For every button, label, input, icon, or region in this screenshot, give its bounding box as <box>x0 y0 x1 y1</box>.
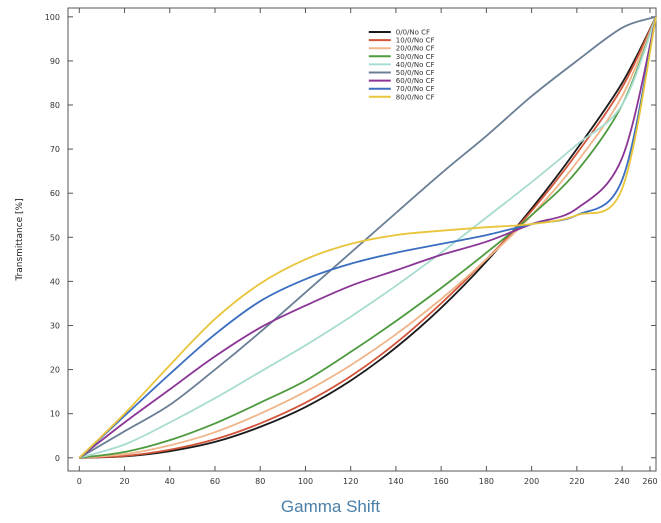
x-tick-label: 140 <box>388 477 403 486</box>
legend-label: 30/0/No CF <box>396 53 435 61</box>
x-tick-label: 80 <box>255 477 265 486</box>
series-line-1 <box>79 16 657 459</box>
y-tick-label: 100 <box>45 13 60 22</box>
series-line-6 <box>78 15 657 459</box>
y-tick-label: 50 <box>50 233 60 242</box>
legend-label: 60/0/No CF <box>396 77 435 85</box>
x-tick-label: 260 <box>642 477 657 486</box>
legend-label: 40/0/No CF <box>396 61 435 69</box>
x-tick-label: 100 <box>298 477 313 486</box>
series-line-3 <box>79 16 657 459</box>
y-tick-label: 70 <box>50 145 60 154</box>
series-line-9 <box>78 16 657 459</box>
legend-label: 50/0/No CF <box>396 69 435 77</box>
legend-label: 10/0/No CF <box>396 37 435 45</box>
legend-label: 20/0/No CF <box>396 45 435 53</box>
legend-label: 70/0/No CF <box>396 85 435 93</box>
plot-frame <box>67 7 657 472</box>
chart-caption: Gamma Shift <box>280 497 381 516</box>
series-line-8 <box>78 16 657 459</box>
y-tick-label: 90 <box>50 57 60 66</box>
y-tick-label: 60 <box>50 189 60 198</box>
y-tick-label: 20 <box>50 366 60 375</box>
y-tick-label: 80 <box>50 101 60 110</box>
y-tick-label: 30 <box>50 321 60 330</box>
y-tick-label: 40 <box>50 277 60 286</box>
x-tick-label: 180 <box>479 477 494 486</box>
series-lines <box>78 15 657 459</box>
series-line-4 <box>79 16 657 459</box>
legend-label: 0/0/No CF <box>396 29 430 37</box>
x-tick-label: 120 <box>343 477 358 486</box>
x-tick-label: 0 <box>77 477 82 486</box>
series-line-2 <box>79 16 657 459</box>
y-axis-title: Transmittance [%] <box>15 198 25 281</box>
x-tick-label: 20 <box>119 477 129 486</box>
y-tick-label: 0 <box>55 454 60 463</box>
legend-label: 80/0/No CF <box>396 93 435 101</box>
x-tick-label: 240 <box>614 477 629 486</box>
x-tick-label: 40 <box>165 477 175 486</box>
x-tick-label: 200 <box>524 477 539 486</box>
series-line-7 <box>78 16 657 459</box>
x-tick-label: 160 <box>434 477 449 486</box>
x-tick-label: 60 <box>210 477 220 486</box>
x-tick-label: 220 <box>569 477 584 486</box>
y-tick-label: 10 <box>50 410 60 419</box>
gamma-transmittance-line-chart: 0 20 40 60 80 100 120 140 160 180 200 220 240 260 0 10 2… <box>15 7 658 486</box>
series-line-5 <box>79 16 657 459</box>
